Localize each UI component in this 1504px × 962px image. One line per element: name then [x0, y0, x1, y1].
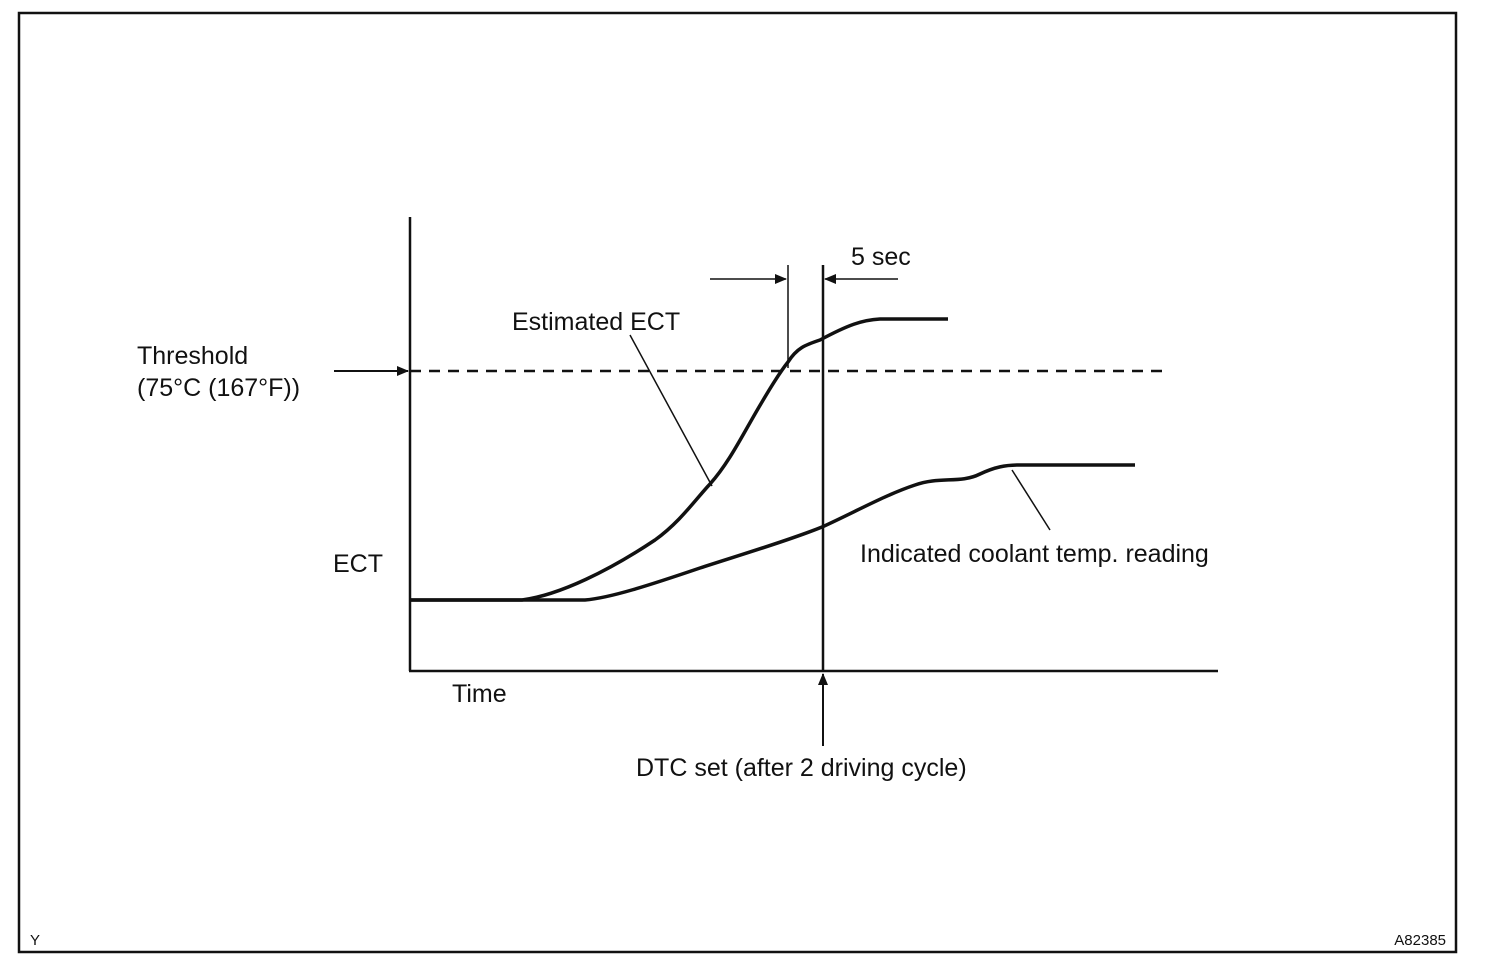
indicated-coolant-curve	[410, 463, 1135, 602]
threshold-value-label: (75°C (167°F))	[137, 374, 300, 402]
corner-left-label: Y	[30, 932, 40, 949]
ect-axis-label: ECT	[333, 550, 383, 578]
estimated-ect-label: Estimated ECT	[512, 308, 680, 336]
threshold-label: Threshold	[137, 342, 248, 370]
time-axis-label: Time	[452, 680, 507, 708]
figure-frame	[17, 11, 1458, 954]
figure-code-label: A82385	[1394, 932, 1446, 949]
indicated-reading-leader	[1011, 469, 1051, 531]
estimated-ect-leader	[629, 334, 713, 487]
indicated-reading-label: Indicated coolant temp. reading	[860, 540, 1209, 568]
estimated-ect-curve	[410, 317, 948, 602]
dtc-set-label: DTC set (after 2 driving cycle)	[636, 754, 967, 782]
five-sec-label: 5 sec	[851, 243, 911, 271]
